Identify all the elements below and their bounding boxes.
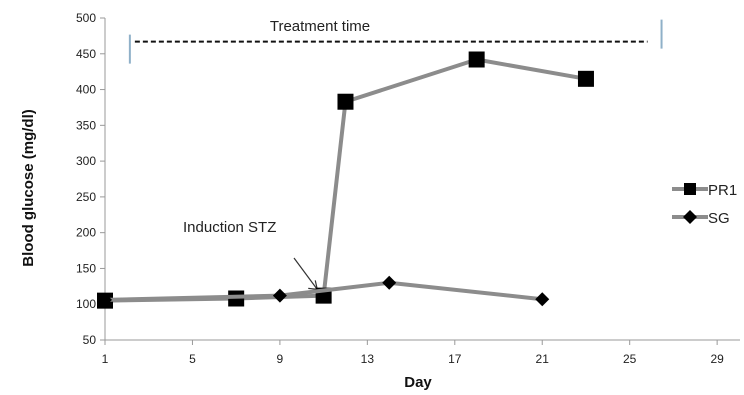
x-tick-label: 5	[189, 352, 196, 366]
induction-arrow-shaft	[293, 257, 318, 290]
y-tick-label: 450	[76, 47, 96, 61]
data-point-pr1	[577, 70, 594, 87]
x-tick-label: 25	[623, 352, 637, 366]
data-point-sg	[98, 292, 112, 307]
data-point-sg	[535, 292, 550, 307]
series-layer	[97, 51, 594, 309]
treatment-time-label: Treatment time	[270, 18, 370, 35]
x-tick-label: 9	[277, 352, 284, 366]
y-tick-label: 100	[76, 297, 96, 311]
y-ticks: 50 100 150 200 250 300 350 400 450 500	[76, 11, 105, 347]
legend-pr1-label: PR1	[708, 182, 737, 199]
series-sg	[98, 275, 550, 307]
legend-sg-label: SG	[708, 210, 730, 227]
data-point-sg	[272, 288, 287, 303]
x-tick-label: 21	[536, 352, 550, 366]
y-tick-label: 250	[76, 190, 96, 204]
data-point-sg	[382, 275, 397, 290]
data-point-pr1	[337, 93, 354, 110]
induction-stz-label: Induction STZ	[183, 219, 276, 236]
x-tick-label: 13	[361, 352, 375, 366]
y-axis-title: Blood glucose (mg/dl)	[20, 109, 37, 267]
x-tick-label: 1	[102, 352, 109, 366]
x-tick-label: 29	[710, 352, 724, 366]
y-tick-label: 350	[76, 118, 96, 132]
x-axis-title: Day	[404, 374, 432, 391]
annotations: Treatment time Induction STZ	[128, 18, 663, 291]
legend-sg-marker	[683, 210, 697, 224]
y-tick-label: 400	[76, 83, 96, 97]
legend-pr1-marker	[684, 183, 696, 195]
x-tick-label: 17	[448, 352, 462, 366]
y-tick-label: 500	[76, 11, 96, 25]
x-ticks: 1 5 9 13 17 21 25 29	[102, 340, 724, 366]
axes	[104, 18, 740, 341]
y-tick-label: 200	[76, 226, 96, 240]
legend: PR1 SG	[672, 182, 737, 227]
y-tick-label: 300	[76, 154, 96, 168]
y-tick-label: 150	[76, 261, 96, 275]
series-pr1	[97, 51, 594, 309]
series-line-sg	[104, 280, 543, 302]
y-tick-label: 50	[83, 333, 97, 347]
data-point-pr1	[468, 51, 485, 68]
